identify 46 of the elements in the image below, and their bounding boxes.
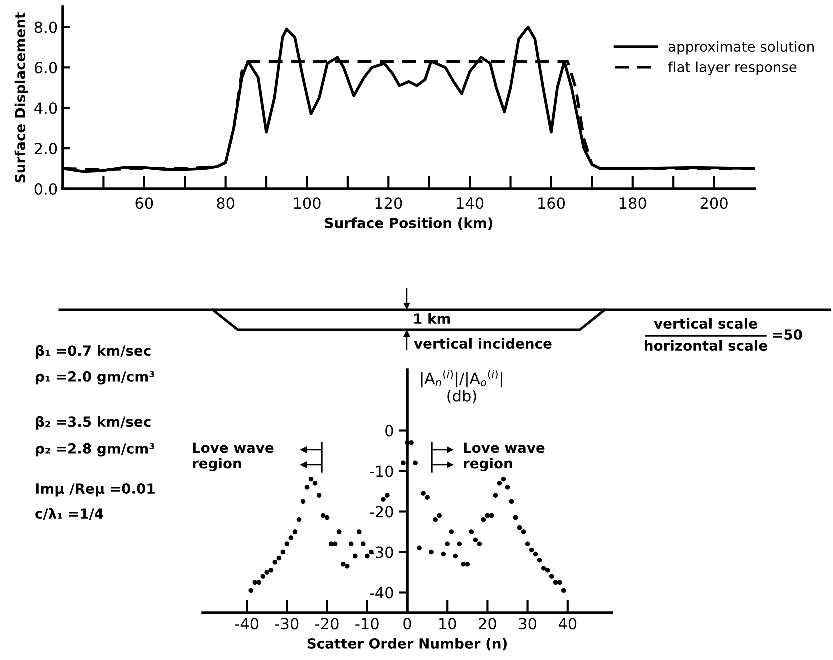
y-tick-label: 0 [386,425,394,437]
x-tick-label: -30 [275,618,299,630]
y-tick-label: -10 [370,466,394,478]
x-tick-label: -20 [316,618,339,630]
y-tick-label: -30 [370,546,394,558]
y-tick-label: 4.0 [34,102,58,114]
text: horizontal scale [645,340,768,352]
x-tick-label: 0 [404,618,412,630]
text: |A$_{n}$$^{(i)}$|/|A$_{o}$$^{(i)}$| (db) [421,370,502,404]
x-tick-label: 30 [519,618,536,630]
text: Imμ /Reμ =0.01 [36,484,155,497]
annotation: Love wave region [464,442,545,472]
x-tick-label: 120 [376,198,402,210]
text: β₂ =3.5 km/sec [36,416,151,430]
x-tick-label: 80 [217,198,235,210]
annotation: Love wave region [193,442,274,472]
x-axis-title: Surface Position (km) [325,218,493,230]
y-tick-label: -20 [370,506,394,518]
x-tick-label: 20 [479,618,496,630]
x-tick-label: -10 [356,618,379,630]
text: vertical scale [654,318,758,330]
x-tick-label: 200 [700,198,728,210]
x-tick-label: 60 [136,198,154,210]
y-tick-label: 8.0 [34,22,58,34]
x-tick-label: 180 [620,198,646,210]
text: c/λ₁ =1/4 [36,508,104,520]
y-tick-label: 6.0 [34,62,58,74]
text: =50 [773,330,802,340]
x-tick-label: 140 [457,198,484,210]
y-tick-label: 2.0 [34,143,58,155]
legend-label: approximate solution [668,41,814,55]
text: vertical incidence [414,338,552,350]
x-tick-label: 10 [440,618,456,630]
text: 1 km [414,313,450,324]
y-axis-title: Surface Displacement [14,12,28,183]
x-tick-label: 160 [538,198,566,210]
legend-label: flat layer response [668,62,797,76]
x-tick-label: 100 [294,198,321,210]
x-tick-label: -40 [235,618,259,630]
text: ρ₂ =2.8 gm/cm³ [36,443,154,457]
x-axis-title: Scatter Order Number (n) [308,638,507,651]
text: ρ₁ =2.0 gm/cm³ [36,371,154,385]
x-tick-label: 40 [558,618,577,630]
text: β₁ =0.7 km/sec [36,345,151,359]
y-tick-label: -40 [370,587,394,599]
y-tick-label: 0.0 [34,183,58,196]
